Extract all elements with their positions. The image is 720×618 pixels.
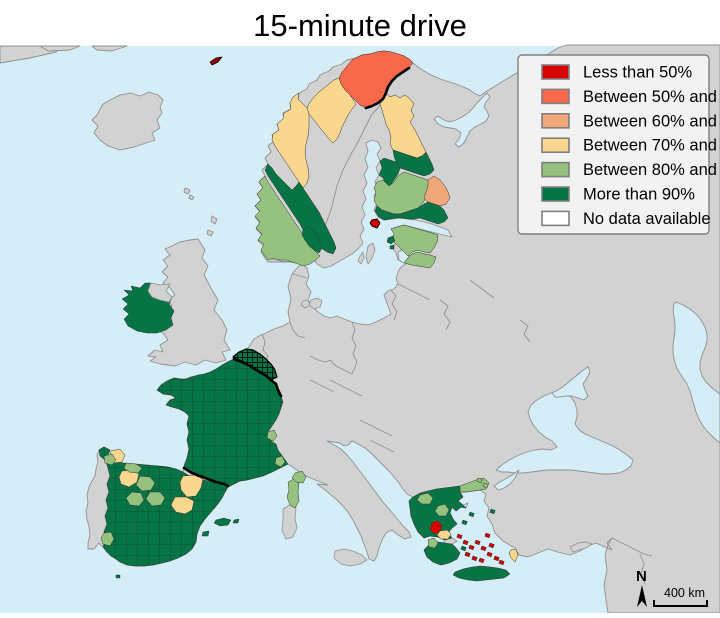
svg-text:N: N bbox=[636, 568, 647, 585]
svg-text:Between 60% and 70%: Between 60% and 70% bbox=[583, 112, 720, 130]
svg-text:Between 70% and 80%: Between 70% and 80% bbox=[583, 137, 720, 155]
svg-text:Between 50% and 60%: Between 50% and 60% bbox=[583, 88, 720, 106]
svg-text:400 km: 400 km bbox=[664, 586, 705, 600]
svg-text:More than 90%: More than 90% bbox=[583, 186, 695, 204]
svg-text:15-minute drive: 15-minute drive bbox=[253, 8, 467, 43]
svg-text:No data available: No data available bbox=[583, 210, 711, 228]
svg-text:Between 80% and 90%: Between 80% and 90% bbox=[583, 161, 720, 179]
svg-text:Less than 50%: Less than 50% bbox=[583, 64, 692, 82]
